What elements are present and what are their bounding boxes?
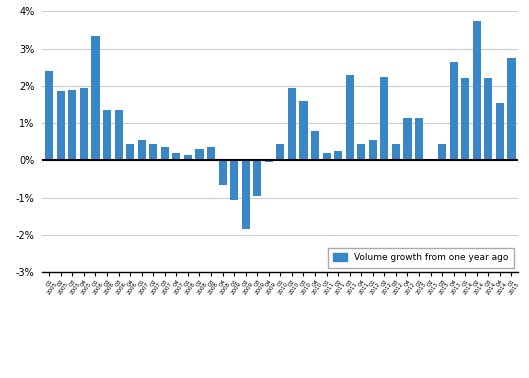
Bar — [288, 88, 296, 160]
Bar — [115, 110, 123, 160]
Bar — [68, 90, 76, 160]
Bar — [496, 103, 504, 160]
Bar — [450, 62, 458, 160]
Bar — [299, 101, 307, 160]
Bar — [276, 144, 285, 160]
Bar — [138, 140, 146, 160]
Bar — [334, 151, 342, 160]
Bar — [184, 155, 192, 160]
Bar — [242, 160, 250, 229]
Bar — [507, 58, 516, 160]
Bar — [380, 77, 388, 160]
Bar — [345, 75, 354, 160]
Bar — [161, 147, 169, 160]
Bar — [311, 130, 319, 160]
Bar — [149, 144, 157, 160]
Bar — [218, 160, 226, 184]
Bar — [80, 88, 88, 160]
Bar — [92, 36, 99, 160]
Bar — [438, 144, 446, 160]
Bar — [103, 110, 111, 160]
Bar — [265, 160, 273, 162]
Bar — [369, 140, 377, 160]
Bar — [357, 144, 366, 160]
Bar — [485, 78, 492, 160]
Bar — [207, 147, 215, 160]
Bar — [57, 91, 65, 160]
Bar — [461, 78, 469, 160]
Bar — [392, 144, 400, 160]
Bar — [230, 160, 238, 200]
Bar — [45, 71, 53, 160]
Bar — [473, 21, 481, 160]
Legend: Volume growth from one year ago: Volume growth from one year ago — [328, 248, 514, 268]
Bar — [404, 118, 412, 160]
Bar — [172, 153, 180, 160]
Bar — [323, 153, 331, 160]
Bar — [253, 160, 261, 196]
Bar — [126, 144, 134, 160]
Bar — [415, 118, 423, 160]
Bar — [195, 149, 204, 160]
